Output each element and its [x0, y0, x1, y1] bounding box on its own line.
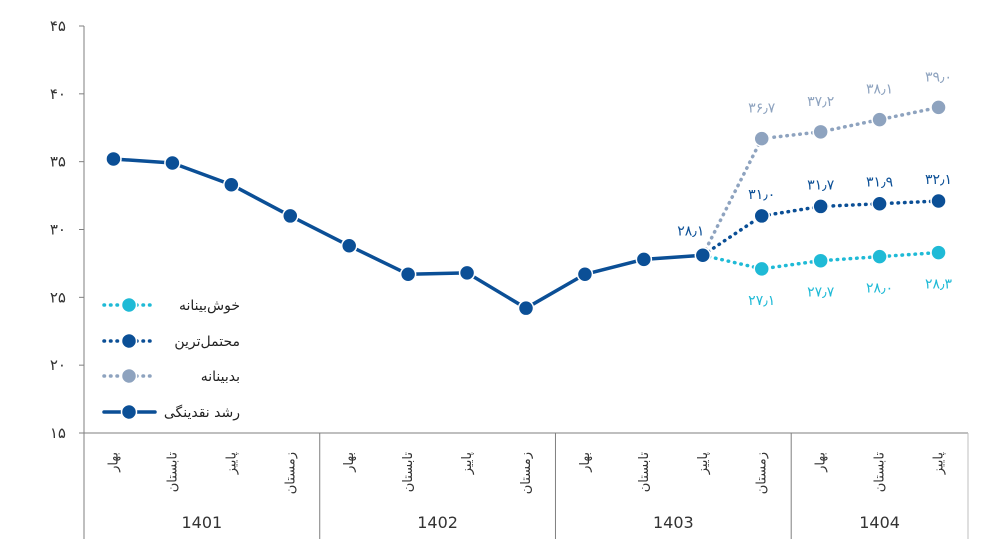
year-label: 1402 [417, 513, 458, 532]
data-label: ۲۷٫۷ [807, 285, 835, 301]
y-tick-label: ۲۵ [50, 288, 66, 306]
data-point [340, 237, 358, 255]
data-point [871, 248, 888, 265]
x-tick-label: تابستان [873, 452, 888, 493]
legend-swatch-marker [120, 403, 138, 421]
data-label: ۲۸٫۳ [925, 277, 953, 293]
data-label: ۲۸٫۱ [677, 223, 704, 239]
data-point [871, 111, 888, 128]
y-tick-label: ۳۰ [50, 221, 66, 239]
x-tick-label: پاییز [224, 452, 239, 476]
y-tick-label: ۲۰ [50, 356, 66, 374]
year-label: 1401 [182, 513, 223, 532]
x-tick-label: تابستان [165, 452, 180, 493]
data-point [517, 299, 535, 317]
x-tick-label: زمستان [283, 452, 298, 494]
data-point [812, 252, 829, 269]
data-label: ۳۱٫۷ [807, 177, 835, 193]
data-point [576, 266, 594, 283]
year-label: 1404 [859, 513, 900, 532]
y-tick-label: ۱۵ [50, 424, 66, 442]
legend-swatch-marker [120, 367, 138, 385]
data-label: ۳۱٫۹ [866, 175, 893, 191]
data-point [753, 207, 770, 225]
data-label: ۳۶٫۷ [748, 101, 776, 117]
legend-label: محتمل‌ترین [174, 334, 240, 350]
data-point [812, 198, 829, 215]
x-tick-label: بهار [106, 452, 121, 473]
data-point [635, 251, 653, 268]
x-tick-label: زمستان [519, 452, 534, 494]
legend-label: خوش‌بینانه [179, 298, 240, 314]
data-label: ۳۷٫۲ [807, 94, 834, 110]
data-label: ۳۹٫۰ [925, 69, 952, 85]
data-point [930, 192, 947, 210]
x-tick-label: پاییز [696, 452, 711, 476]
year-label: 1403 [653, 513, 694, 532]
data-label: ۲۸٫۰ [866, 281, 893, 297]
data-point [871, 195, 888, 212]
data-label: ۳۲٫۱ [925, 172, 952, 188]
x-tick-label: تابستان [637, 452, 652, 493]
data-label: ۳۸٫۱ [866, 82, 893, 98]
x-tick-label: تابستان [401, 452, 416, 493]
data-point [399, 266, 417, 283]
x-tick-label: پاییز [460, 452, 475, 476]
y-tick-label: ۳۵ [50, 153, 66, 171]
data-point [458, 264, 476, 282]
legend-swatch-marker [120, 332, 138, 350]
data-point [223, 176, 240, 193]
legend-swatch-marker [120, 296, 138, 314]
data-point [694, 247, 712, 264]
data-label: ۲۷٫۱ [748, 293, 775, 309]
x-tick-label: زمستان [755, 452, 770, 494]
data-point [753, 260, 770, 278]
x-tick-label: بهار [814, 452, 829, 473]
series-line [111, 157, 705, 310]
data-point [164, 154, 181, 172]
data-point [753, 130, 770, 147]
legend-label: رشد نقدینگی [164, 404, 240, 421]
x-tick-label: بهار [578, 452, 593, 473]
series-line [701, 250, 941, 271]
data-point [812, 123, 829, 141]
x-tick-label: پاییز [932, 452, 947, 476]
data-point [930, 99, 947, 116]
y-tick-label: ۴۵ [50, 17, 66, 35]
legend-label: بدبینانه [201, 369, 240, 385]
data-point [105, 150, 122, 168]
y-tick-label: ۴۰ [50, 85, 66, 103]
x-tick-label: بهار [342, 452, 357, 473]
data-point [930, 244, 947, 261]
data-label: ۳۱٫۰ [748, 187, 775, 203]
data-point [282, 207, 299, 225]
